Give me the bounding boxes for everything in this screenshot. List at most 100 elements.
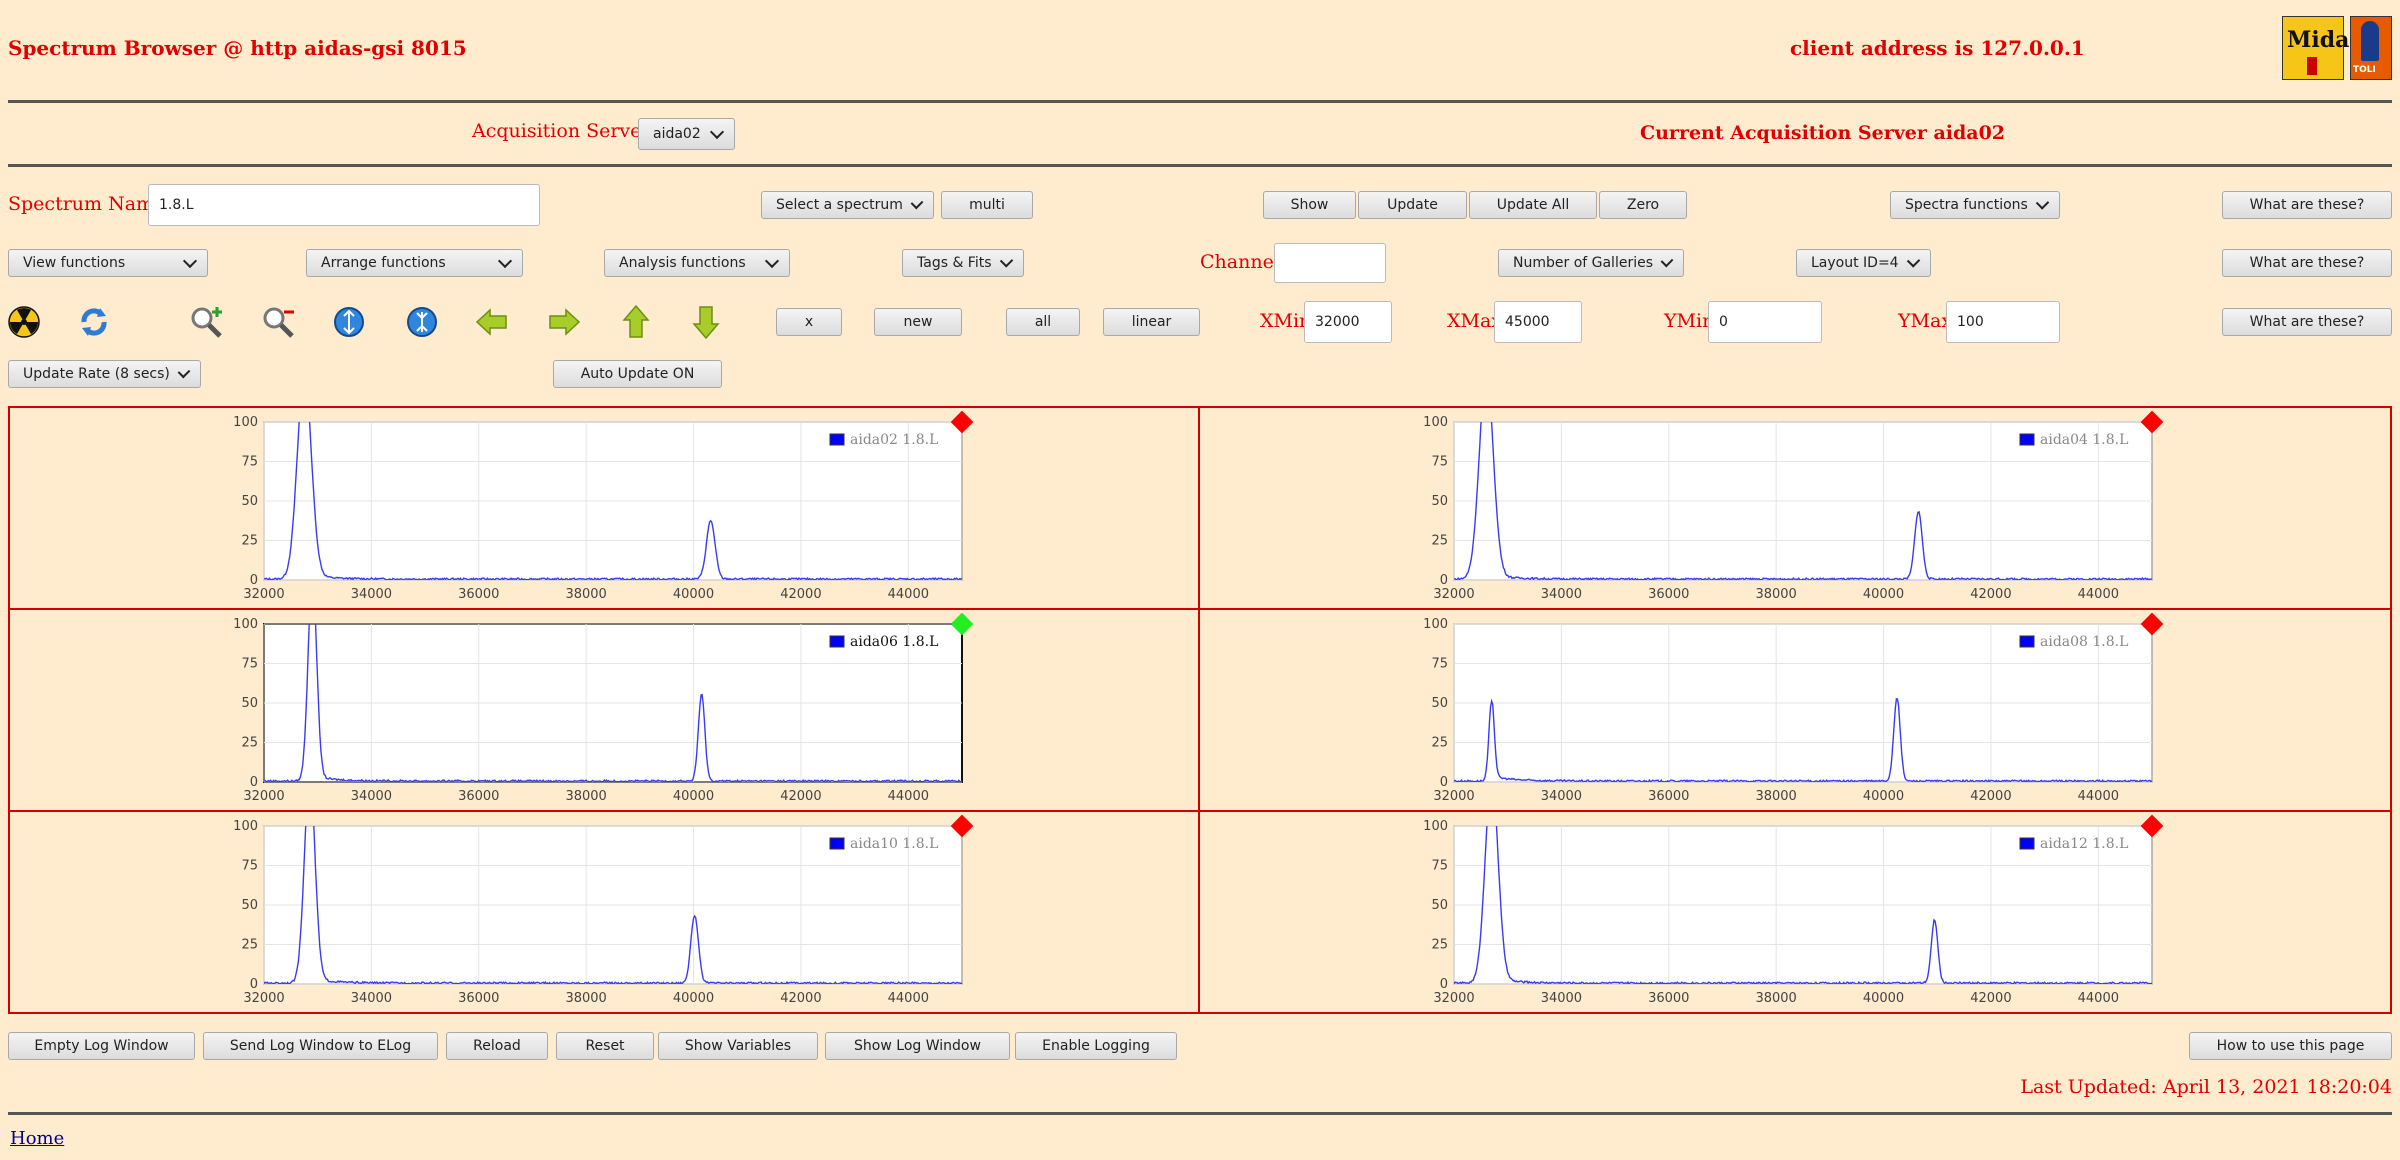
number-of-galleries-dropdown[interactable]: Number of Galleries [1498,249,1684,277]
legend-swatch [829,635,845,648]
empty-log-button[interactable]: Empty Log Window [8,1032,195,1060]
spectrum-cell[interactable]: 32000 34000 36000 38000 40000 42000 44000 0 25 50… [10,408,1200,610]
arrange-functions-dropdown[interactable]: Arrange functions [306,249,523,277]
new-button[interactable]: new [874,308,962,336]
channel-input[interactable] [1274,243,1386,283]
channel-label: Channel: [1200,251,1287,273]
reload-button[interactable]: Reload [446,1032,548,1060]
legend-swatch [2019,433,2035,446]
spectrum-cell[interactable]: 32000 34000 36000 38000 40000 42000 44000 0 25 50… [1200,408,2390,610]
what-are-these-button[interactable]: What are these? [2222,249,2392,277]
y-tick-label: 50 [241,696,258,711]
xmin-input[interactable]: 32000 [1304,301,1392,343]
linear-button[interactable]: linear [1103,308,1200,336]
refresh-icon[interactable] [76,304,112,340]
legend-label: aida02 1.8.L [850,432,938,448]
acq-server-select[interactable]: aida02 [638,118,735,150]
zero-button[interactable]: Zero [1599,191,1687,219]
update-rate-dropdown[interactable]: Update Rate (8 secs) [8,360,201,388]
x-tick-label: 36000 [458,991,499,1006]
zoom-out-icon[interactable] [260,304,296,340]
x-button[interactable]: x [776,308,842,336]
zoom-in-icon[interactable] [188,304,224,340]
y-tick-label: 0 [1440,775,1448,790]
status-indicator-icon [2140,612,2164,636]
select-spectrum-dropdown[interactable]: Select a spectrum [761,191,934,219]
y-tick-label: 50 [241,494,258,509]
radiation-icon[interactable] [6,304,42,340]
arrow-up-icon[interactable] [618,304,654,340]
x-tick-label: 32000 [243,587,284,602]
spectrum-series [1454,697,2152,782]
show-variables-button[interactable]: Show Variables [658,1032,818,1060]
spectrum-chart[interactable]: 32000 34000 36000 38000 40000 42000 44000 0 25 50… [210,610,1210,810]
tags-fits-dropdown[interactable]: Tags & Fits [902,249,1024,277]
update-all-button[interactable]: Update All [1469,191,1597,219]
spectrum-chart[interactable]: 32000 34000 36000 38000 40000 42000 44000 0 25 50… [1400,812,2400,1012]
reset-button[interactable]: Reset [556,1032,654,1060]
arrow-down-icon[interactable] [688,304,724,340]
spectrum-series [264,624,962,782]
divider [8,164,2392,167]
y-tick-label: 25 [241,938,258,953]
x-tick-label: 42000 [1970,587,2011,602]
spectrum-chart[interactable]: 32000 34000 36000 38000 40000 42000 44000 0 25 50… [210,812,1210,1012]
show-button[interactable]: Show [1263,191,1356,219]
midas-logo: Midas [2282,16,2362,80]
spectrum-chart[interactable]: 32000 34000 36000 38000 40000 42000 44000 0 25 50… [210,408,1210,608]
spectra-functions-dropdown[interactable]: Spectra functions [1890,191,2060,219]
compress-vertical-icon[interactable] [404,304,440,340]
client-address: client address is 127.0.0.1 [1790,36,2085,60]
y-tick-label: 50 [241,898,258,913]
show-log-window-button[interactable]: Show Log Window [825,1032,1010,1060]
y-tick-label: 25 [1431,736,1448,751]
home-link[interactable]: Home [10,1128,65,1149]
spectrum-cell[interactable]: 32000 34000 36000 38000 40000 42000 44000 0 25 50… [10,610,1200,812]
spectrum-name-input[interactable]: 1.8.L [148,184,540,226]
x-tick-label: 34000 [1541,587,1582,602]
update-button[interactable]: Update [1358,191,1467,219]
enable-logging-button[interactable]: Enable Logging [1015,1032,1177,1060]
ymin-input[interactable]: 0 [1708,301,1822,343]
arrow-left-icon[interactable] [474,304,510,340]
multi-button[interactable]: multi [941,191,1033,219]
spectrum-cell[interactable]: 32000 34000 36000 38000 40000 42000 44000 0 25 50… [10,812,1200,1012]
xmax-label: XMax [1447,310,1503,332]
x-tick-label: 42000 [1970,991,2011,1006]
all-button[interactable]: all [1006,308,1080,336]
legend-swatch [2019,837,2035,850]
view-functions-dropdown[interactable]: View functions [8,249,208,277]
ymax-label: YMax [1898,310,1953,332]
arrow-right-icon[interactable] [546,304,582,340]
how-to-use-button[interactable]: How to use this page [2189,1032,2392,1060]
x-tick-label: 34000 [351,789,392,804]
spectrum-cell[interactable]: 32000 34000 36000 38000 40000 42000 44000 0 25 50… [1200,610,2390,812]
layout-id-dropdown[interactable]: Layout ID=4 [1796,249,1931,277]
x-tick-label: 36000 [1648,991,1689,1006]
spectrum-chart[interactable]: 32000 34000 36000 38000 40000 42000 44000 0 25 50… [1400,408,2400,608]
x-tick-label: 38000 [565,789,606,804]
spectrum-chart[interactable]: 32000 34000 36000 38000 40000 42000 44000 0 25 50… [1400,610,2400,810]
x-tick-label: 40000 [1863,789,1904,804]
x-tick-label: 34000 [1541,991,1582,1006]
y-tick-label: 75 [241,859,258,874]
spectrum-cell[interactable]: 32000 34000 36000 38000 40000 42000 44000 0 25 50… [1200,812,2390,1012]
what-are-these-button[interactable]: What are these? [2222,191,2392,219]
x-tick-label: 40000 [673,991,714,1006]
analysis-functions-dropdown[interactable]: Analysis functions [604,249,790,277]
y-tick-label: 100 [1423,617,1448,632]
x-tick-label: 34000 [351,991,392,1006]
send-log-button[interactable]: Send Log Window to ELog [203,1032,438,1060]
ymax-input[interactable]: 100 [1946,301,2060,343]
expand-vertical-icon[interactable] [331,304,367,340]
auto-update-button[interactable]: Auto Update ON [553,360,722,388]
what-are-these-button[interactable]: What are these? [2222,308,2392,336]
xmax-input[interactable]: 45000 [1494,301,1582,343]
y-tick-label: 25 [1431,534,1448,549]
divider [8,1112,2392,1115]
spectrum-series [1454,422,2152,580]
x-tick-label: 42000 [780,587,821,602]
legend-label: aida10 1.8.L [850,836,938,852]
x-tick-label: 44000 [2078,587,2119,602]
y-tick-label: 75 [241,455,258,470]
